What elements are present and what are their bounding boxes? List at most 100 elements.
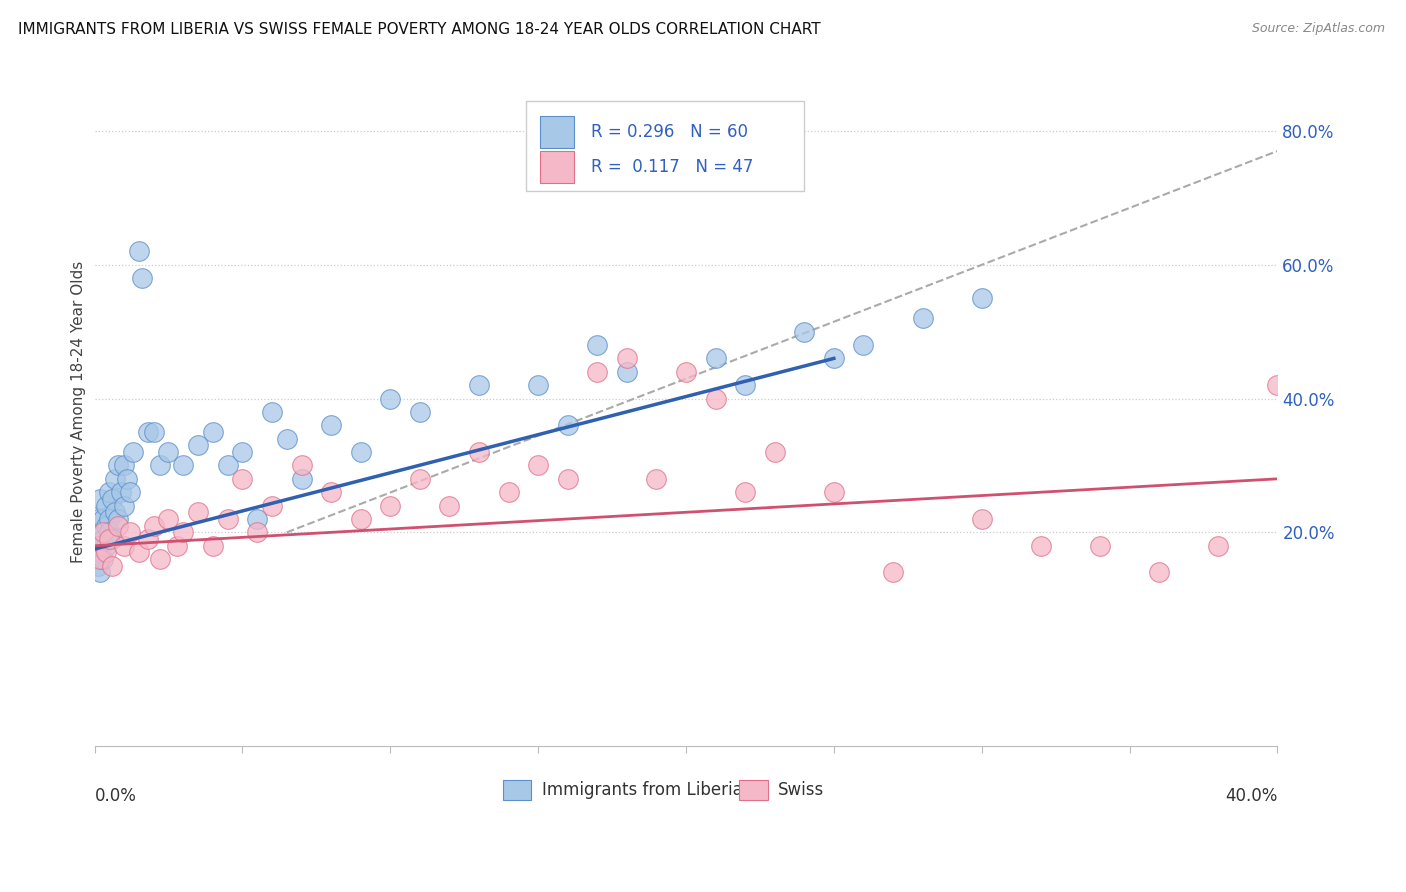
Text: R =  0.117   N = 47: R = 0.117 N = 47: [592, 158, 754, 176]
Point: [107, 458, 129, 473]
Point: [260, 405, 283, 419]
Point: [246, 525, 269, 540]
Point: [112, 499, 135, 513]
Point: [586, 365, 609, 379]
Point: [166, 539, 188, 553]
Point: [120, 525, 142, 540]
Point: [86, 512, 108, 526]
Point: [290, 472, 312, 486]
Point: [645, 472, 668, 486]
Point: [1147, 566, 1170, 580]
Point: [409, 405, 432, 419]
Point: [734, 485, 756, 500]
Point: [86, 539, 108, 553]
Point: [852, 338, 875, 352]
Point: [131, 271, 153, 285]
Point: [101, 532, 124, 546]
Point: [142, 425, 165, 439]
Point: [201, 425, 224, 439]
Point: [217, 512, 239, 526]
Point: [110, 485, 132, 500]
Point: [793, 325, 815, 339]
Point: [142, 518, 165, 533]
Point: [409, 472, 432, 486]
Point: [350, 512, 373, 526]
Point: [107, 512, 129, 526]
Point: [98, 485, 121, 500]
Text: Swiss: Swiss: [779, 780, 824, 799]
Point: [136, 532, 159, 546]
Point: [468, 378, 491, 392]
Point: [120, 485, 142, 500]
Point: [157, 445, 180, 459]
Point: [970, 512, 993, 526]
Point: [98, 512, 121, 526]
Text: IMMIGRANTS FROM LIBERIA VS SWISS FEMALE POVERTY AMONG 18-24 YEAR OLDS CORRELATIO: IMMIGRANTS FROM LIBERIA VS SWISS FEMALE …: [18, 22, 821, 37]
Point: [89, 491, 111, 506]
Point: [149, 552, 172, 566]
Point: [98, 525, 121, 540]
Point: [911, 311, 934, 326]
Text: 40.0%: 40.0%: [1225, 787, 1278, 805]
Point: [260, 499, 283, 513]
Point: [101, 491, 124, 506]
Point: [557, 418, 579, 433]
FancyBboxPatch shape: [503, 780, 531, 800]
Point: [734, 378, 756, 392]
Point: [246, 512, 269, 526]
Point: [659, 157, 682, 171]
Point: [557, 472, 579, 486]
Point: [1267, 378, 1289, 392]
Point: [187, 505, 209, 519]
Point: [96, 545, 118, 559]
Point: [149, 458, 172, 473]
Point: [970, 291, 993, 305]
Point: [112, 458, 135, 473]
Point: [86, 539, 108, 553]
Point: [96, 518, 118, 533]
Point: [380, 392, 402, 406]
Point: [93, 512, 115, 526]
Point: [107, 518, 129, 533]
Point: [763, 445, 786, 459]
Point: [93, 552, 115, 566]
Point: [93, 532, 115, 546]
Text: Source: ZipAtlas.com: Source: ZipAtlas.com: [1251, 22, 1385, 36]
Text: Immigrants from Liberia: Immigrants from Liberia: [541, 780, 742, 799]
Point: [96, 539, 118, 553]
Point: [616, 365, 638, 379]
Point: [586, 338, 609, 352]
Point: [93, 525, 115, 540]
Point: [321, 418, 343, 433]
Point: [122, 445, 145, 459]
Point: [231, 472, 253, 486]
Point: [823, 485, 845, 500]
Point: [468, 445, 491, 459]
FancyBboxPatch shape: [740, 780, 768, 800]
FancyBboxPatch shape: [526, 101, 804, 191]
Point: [675, 365, 697, 379]
Point: [128, 244, 150, 259]
Point: [172, 458, 194, 473]
Point: [1088, 539, 1111, 553]
Point: [231, 445, 253, 459]
Point: [101, 558, 124, 573]
Point: [439, 499, 461, 513]
FancyBboxPatch shape: [540, 116, 574, 148]
Point: [1206, 539, 1229, 553]
Point: [89, 545, 111, 559]
Point: [172, 525, 194, 540]
Point: [112, 539, 135, 553]
Point: [704, 351, 727, 366]
Point: [823, 351, 845, 366]
Point: [704, 392, 727, 406]
Point: [136, 425, 159, 439]
Text: R = 0.296   N = 60: R = 0.296 N = 60: [592, 122, 748, 141]
Point: [98, 532, 121, 546]
Text: 0.0%: 0.0%: [94, 787, 136, 805]
Point: [89, 525, 111, 540]
Point: [201, 539, 224, 553]
Point: [882, 566, 904, 580]
Point: [290, 458, 312, 473]
Y-axis label: Female Poverty Among 18-24 Year Olds: Female Poverty Among 18-24 Year Olds: [72, 260, 86, 563]
